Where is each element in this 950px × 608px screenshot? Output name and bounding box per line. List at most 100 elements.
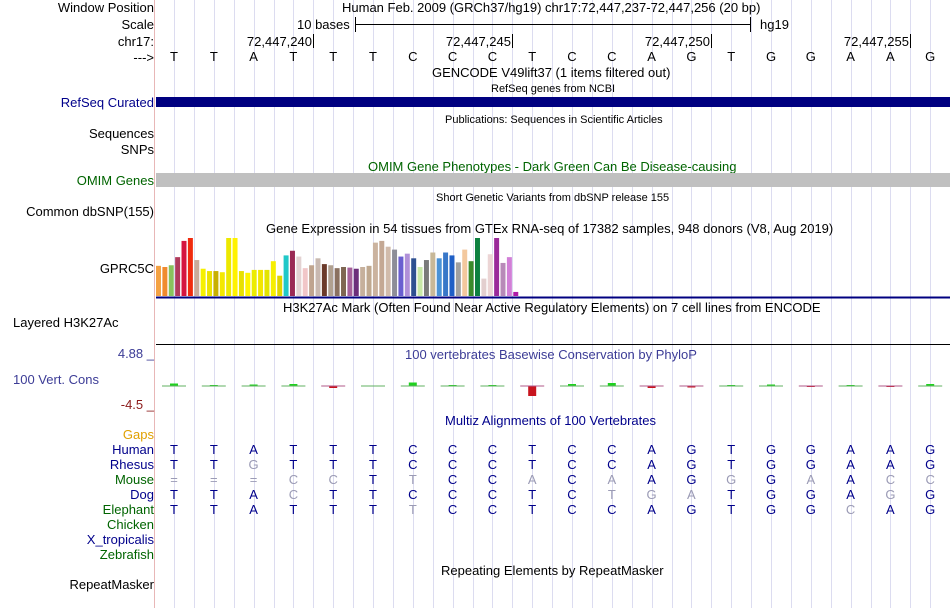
- gtex-tissue-bar: [398, 257, 403, 296]
- gtex-tissue-bar: [437, 258, 442, 296]
- gtex-gene-label[interactable]: GPRC5C: [100, 261, 154, 276]
- gtex-tissue-bar: [469, 261, 474, 296]
- alignment-base: T: [366, 472, 380, 487]
- gtex-tissue-bar: [335, 268, 340, 296]
- gtex-tissue-bar: [456, 262, 461, 296]
- alignment-base: C: [286, 472, 300, 487]
- alignment-base: C: [446, 442, 460, 457]
- gtex-tissue-bar: [175, 257, 180, 296]
- scale-assembly: hg19: [760, 17, 789, 32]
- gencode-track-title[interactable]: GENCODE V49lift37 (1 items filtered out): [432, 65, 670, 80]
- alignment-base: C: [565, 442, 579, 457]
- species-label: Chicken: [107, 517, 154, 532]
- gtex-tissue-bar: [379, 241, 384, 296]
- gtex-track-title[interactable]: Gene Expression in 54 tissues from GTEx …: [266, 221, 833, 236]
- refseq-track-title[interactable]: RefSeq genes from NCBI: [491, 82, 615, 97]
- alignment-base: C: [565, 457, 579, 472]
- alignment-base: G: [684, 472, 698, 487]
- gtex-tissue-bar: [430, 253, 435, 297]
- genome-browser-image[interactable]: Window Position Human Feb. 2009 (GRCh37/…: [0, 0, 950, 608]
- alignment-base: T: [326, 502, 340, 517]
- alignment-base: C: [286, 487, 300, 502]
- gtex-expression-chart[interactable]: [156, 237, 950, 299]
- alignment-base: T: [366, 487, 380, 502]
- alignment-base: C: [485, 442, 499, 457]
- position-label: 72,447,240: [247, 34, 312, 49]
- gtex-tissue-bar: [258, 270, 263, 296]
- gtex-tissue-bar: [513, 292, 518, 296]
- alignment-base: C: [485, 472, 499, 487]
- alignment-base: T: [207, 487, 221, 502]
- reference-base: C: [446, 49, 460, 64]
- gtex-tissue-bar: [156, 266, 161, 296]
- omim-track-title[interactable]: OMIM Gene Phenotypes - Dark Green Can Be…: [368, 159, 737, 174]
- h3k27ac-label[interactable]: Layered H3K27Ac: [13, 315, 119, 330]
- omim-genes-label[interactable]: OMIM Genes: [77, 173, 154, 188]
- reference-base: A: [247, 49, 261, 64]
- alignment-base: T: [167, 502, 181, 517]
- alignment-base: G: [764, 487, 778, 502]
- gtex-tissue-bar: [462, 250, 467, 296]
- multiz-track-title[interactable]: Multiz Alignments of 100 Vertebrates: [445, 413, 656, 428]
- repeatmasker-track-title[interactable]: Repeating Elements by RepeatMasker: [441, 563, 664, 578]
- alignment-base: T: [724, 457, 738, 472]
- gtex-tissue-bar: [347, 268, 352, 296]
- reference-base: T: [525, 49, 539, 64]
- sequences-label[interactable]: Sequences: [89, 126, 154, 141]
- alignment-base: T: [167, 442, 181, 457]
- omim-gene-bar[interactable]: [156, 173, 950, 187]
- alignment-base: G: [923, 502, 937, 517]
- gtex-tissue-bar: [194, 260, 199, 296]
- publications-track-title[interactable]: Publications: Sequences in Scientific Ar…: [445, 113, 663, 128]
- alignment-base: =: [247, 472, 261, 487]
- snps-label[interactable]: SNPs: [121, 142, 154, 157]
- refseq-curated-label[interactable]: RefSeq Curated: [61, 95, 154, 110]
- alignment-base: C: [565, 487, 579, 502]
- alignment-base: A: [247, 442, 261, 457]
- alignment-base: G: [764, 502, 778, 517]
- h3k27ac-track-title[interactable]: H3K27Ac Mark (Often Found Near Active Re…: [283, 300, 821, 315]
- alignment-base: T: [366, 442, 380, 457]
- gtex-tissue-bar: [226, 238, 231, 296]
- alignment-base: T: [605, 487, 619, 502]
- conservation-max-label: 4.88 _: [118, 346, 154, 361]
- alignment-base: G: [804, 487, 818, 502]
- alignment-base: T: [525, 502, 539, 517]
- position-tick: [313, 34, 314, 48]
- position-tick: [711, 34, 712, 48]
- alignment-base: T: [525, 442, 539, 457]
- alignment-base: A: [525, 472, 539, 487]
- common-dbsnp-label[interactable]: Common dbSNP(155): [26, 204, 154, 219]
- conservation-label[interactable]: 100 Vert. Cons: [13, 372, 99, 387]
- gtex-tissue-bar: [488, 254, 493, 296]
- alignment-base: T: [167, 487, 181, 502]
- alignment-base: C: [446, 502, 460, 517]
- alignment-base: C: [485, 457, 499, 472]
- alignment-base: C: [485, 502, 499, 517]
- alignment-base: C: [844, 502, 858, 517]
- reference-base: C: [485, 49, 499, 64]
- reference-base: C: [605, 49, 619, 64]
- alignment-base: C: [446, 457, 460, 472]
- gtex-tissue-bar: [360, 267, 365, 296]
- conservation-score-bar: [409, 383, 417, 387]
- gtex-tissue-bar: [207, 271, 212, 296]
- gtex-tissue-bar: [303, 268, 308, 296]
- strand-arrow-label: --->: [133, 50, 154, 65]
- repeatmasker-label[interactable]: RepeatMasker: [69, 577, 154, 592]
- refseq-gene-bar[interactable]: [156, 97, 950, 107]
- reference-base: A: [645, 49, 659, 64]
- conservation-min-label: -4.5 _: [121, 397, 154, 412]
- alignment-base: A: [645, 442, 659, 457]
- alignment-base: G: [764, 442, 778, 457]
- gtex-tissue-bar: [316, 258, 321, 296]
- gtex-tissue-bar: [233, 238, 238, 296]
- alignment-base: G: [804, 502, 818, 517]
- species-label: Human: [112, 442, 154, 457]
- alignment-base: T: [724, 442, 738, 457]
- alignment-base: A: [605, 472, 619, 487]
- alignment-base: C: [565, 472, 579, 487]
- conservation-wiggle[interactable]: [156, 360, 950, 410]
- dbsnp-track-title[interactable]: Short Genetic Variants from dbSNP releas…: [436, 191, 669, 206]
- alignment-base: T: [406, 502, 420, 517]
